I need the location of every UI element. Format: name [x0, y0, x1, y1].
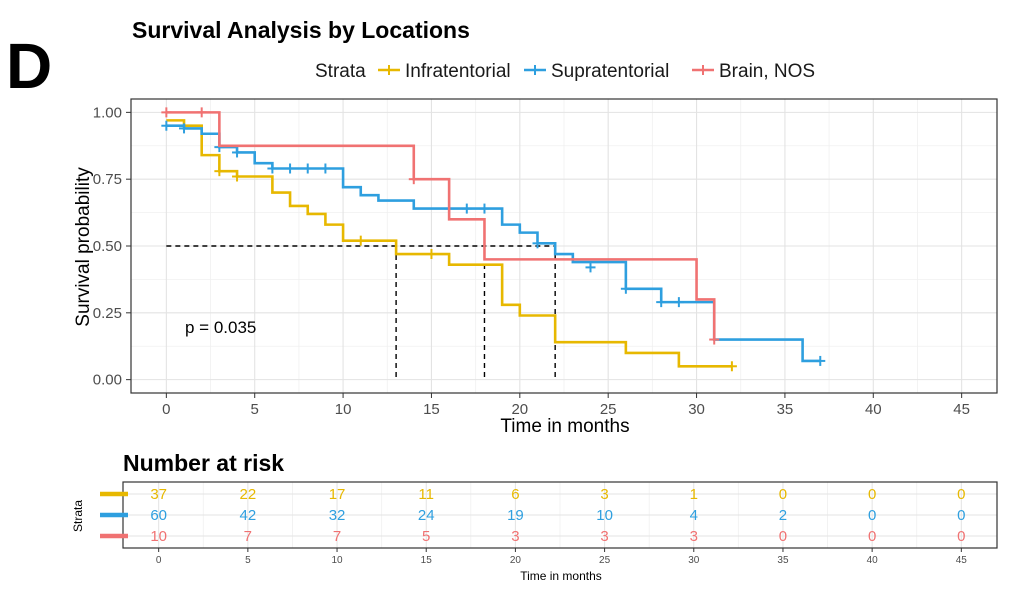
risk-count: 17 [329, 486, 346, 503]
y-tick-label: 0.50 [93, 238, 122, 255]
risk-x-tick-label: 35 [777, 555, 789, 566]
legend-items: Infratentorial Supratentorial Brain, NOS [378, 61, 815, 82]
risk-count: 3 [690, 528, 698, 545]
risk-count: 0 [957, 507, 965, 524]
chart-title: Survival Analysis by Locations [132, 17, 470, 43]
risk-table-x-title: Time in months [520, 569, 602, 583]
x-axis-title: Time in months [500, 416, 629, 437]
risk-count: 6 [511, 486, 519, 503]
survival-curve [166, 124, 821, 363]
risk-count: 2 [779, 507, 787, 524]
risk-count: 10 [150, 528, 167, 545]
risk-count: 0 [957, 528, 965, 545]
legend-title: Strata [315, 61, 366, 82]
legend-label: Brain, NOS [719, 61, 815, 82]
risk-x-tick-label: 40 [867, 555, 879, 566]
y-tick-label: 0.75 [93, 171, 122, 188]
x-tick-label: 45 [953, 401, 970, 418]
y-tick-label: 1.00 [93, 104, 122, 121]
x-tick-label: 5 [251, 401, 259, 418]
risk-count: 0 [957, 486, 965, 503]
risk-count: 42 [240, 507, 257, 524]
risk-count: 10 [596, 507, 613, 524]
risk-count: 7 [244, 528, 252, 545]
risk-count: 0 [868, 486, 876, 503]
x-tick-label: 0 [162, 401, 170, 418]
risk-count: 3 [600, 528, 608, 545]
risk-count: 32 [329, 507, 346, 524]
risk-count: 5 [422, 528, 430, 545]
risk-x-tick-label: 10 [331, 555, 343, 566]
y-tick-label: 0.25 [93, 305, 122, 322]
p-value-label: p = 0.035 [185, 318, 256, 337]
risk-count: 3 [600, 486, 608, 503]
risk-x-tick-label: 45 [956, 555, 968, 566]
x-tick-label: 30 [688, 401, 705, 418]
risk-table-title: Number at risk [123, 450, 284, 476]
risk-count: 3 [511, 528, 519, 545]
risk-x-tick-label: 15 [421, 555, 433, 566]
panel-label: D [6, 30, 52, 102]
x-tick-label: 10 [335, 401, 352, 418]
risk-x-tick-label: 0 [156, 555, 162, 566]
risk-x-tick-label: 25 [599, 555, 611, 566]
risk-count: 11 [418, 486, 434, 503]
risk-count: 37 [150, 486, 167, 503]
risk-count: 0 [779, 528, 787, 545]
survival-curve [166, 111, 716, 340]
main-plot-area: 0 5 10 15 20 25 30 35 40 45 0.00 0.25 0.50 0.75 1.00 [93, 98, 998, 418]
legend: Strata Infratentorial Supratentorial Brain… [315, 61, 815, 82]
risk-count: 0 [868, 528, 876, 545]
risk-count: 22 [240, 486, 257, 503]
risk-count: 0 [868, 507, 876, 524]
survival-curve [166, 119, 732, 368]
risk-x-tick-label: 5 [245, 555, 251, 566]
risk-count: 24 [418, 507, 435, 524]
legend-label: Infratentorial [405, 61, 511, 82]
x-tick-label: 15 [423, 401, 440, 418]
risk-x-tick-label: 30 [688, 555, 700, 566]
x-tick-label: 35 [777, 401, 794, 418]
risk-table-y-title: Strata [71, 500, 85, 532]
y-tick-label: 0.00 [93, 372, 122, 389]
risk-count: 60 [150, 507, 167, 524]
risk-count: 19 [507, 507, 524, 524]
x-tick-label: 25 [600, 401, 617, 418]
risk-x-tick-label: 20 [510, 555, 522, 566]
risk-count: 0 [779, 486, 787, 503]
y-axis-title: Survival probability [73, 167, 94, 327]
risk-count: 1 [690, 486, 698, 503]
risk-table: 37 22 17 11 6 3 1 0 0 060 42 32 24 19 10 4 2 0 010 7 7 5 3 3 3 0 0… [100, 481, 998, 566]
risk-count: 4 [690, 507, 698, 524]
x-tick-label: 20 [511, 401, 528, 418]
x-tick-label: 40 [865, 401, 882, 418]
risk-count: 7 [333, 528, 341, 545]
legend-label: Supratentorial [551, 61, 669, 82]
